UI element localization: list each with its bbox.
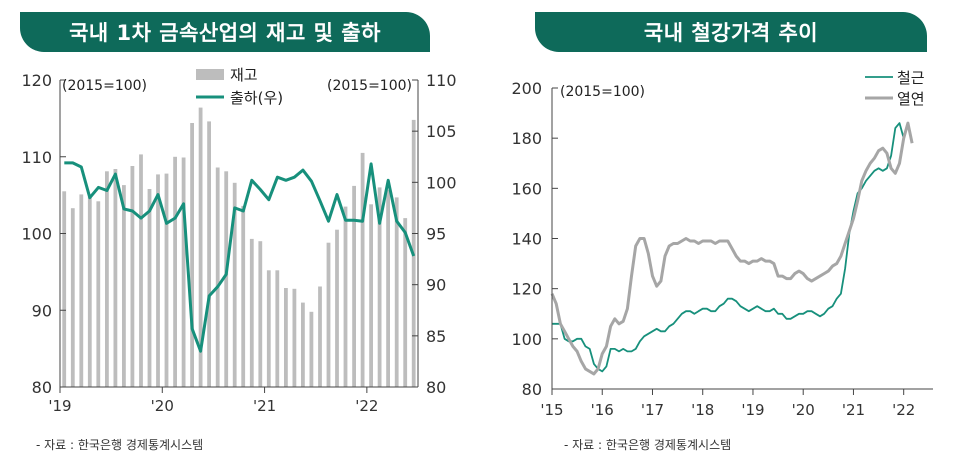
steel-y-tick-label: 200 bbox=[511, 79, 542, 98]
right-y-tick-label: 95 bbox=[426, 225, 446, 244]
steel-x-tick-label: '22 bbox=[892, 401, 915, 419]
inventory-bar bbox=[369, 204, 373, 387]
left-chart-title: 국내 1차 금속산업의 재고 및 출하 bbox=[20, 12, 430, 52]
inventory-bar bbox=[258, 241, 263, 387]
right-chart-title: 국내 철강가격 추이 bbox=[535, 12, 927, 52]
steel-price-panel: 국내 철강가격 추이 80 100 120 140 160 180 200 '15 '16 '17… bbox=[480, 0, 960, 462]
inventory-bar bbox=[96, 201, 101, 387]
legend-label-inventory: 재고 bbox=[230, 66, 258, 84]
steel-y-tick-label: 180 bbox=[511, 129, 542, 148]
inventory-bar bbox=[249, 238, 254, 387]
inventory-bar bbox=[164, 173, 169, 387]
inventory-bar bbox=[87, 196, 92, 387]
steel-y-tick-label: 140 bbox=[511, 230, 542, 249]
right-y-tick-label: 110 bbox=[426, 71, 457, 90]
left-y-tick-label: 110 bbox=[21, 148, 52, 167]
inventory-bar bbox=[105, 171, 109, 387]
inventory-bar bbox=[198, 107, 203, 387]
inventory-bar bbox=[284, 288, 288, 387]
inventory-bar bbox=[292, 288, 297, 387]
inventory-bar bbox=[266, 270, 271, 387]
steel-x-tick-label: '21 bbox=[842, 401, 865, 419]
inventory-bar bbox=[241, 205, 246, 387]
inventory-bar bbox=[394, 197, 399, 387]
inventory-bar bbox=[232, 182, 237, 387]
hot-rolled-price-line bbox=[550, 121, 914, 376]
inventory-bar bbox=[181, 157, 186, 387]
left-unit-label: (2015=100) bbox=[62, 78, 147, 94]
legend-label-shipment: 출하(우) bbox=[230, 89, 283, 107]
right-source-note: - 자료 : 한국은행 경제통계시스템 bbox=[564, 438, 732, 452]
inventory-bar bbox=[122, 185, 126, 387]
inventory-bar bbox=[113, 169, 118, 387]
steel-unit-label: (2015=100) bbox=[560, 84, 645, 100]
inventory-bar bbox=[173, 156, 177, 388]
x-tick-label: '21 bbox=[253, 397, 276, 415]
right-y-tick-label: 105 bbox=[426, 122, 457, 141]
inventory-bar bbox=[224, 171, 229, 387]
left-y-tick-label: 80 bbox=[32, 378, 52, 397]
steel-y-tick-label: 120 bbox=[511, 280, 542, 299]
right-y-tick-label: 85 bbox=[426, 327, 446, 346]
right-y-tick-label: 90 bbox=[426, 276, 446, 295]
steel-x-tick-label: '15 bbox=[540, 401, 563, 419]
inventory-bar bbox=[403, 218, 408, 387]
shipment-line bbox=[64, 161, 416, 353]
inventory-shipment-panel: 국내 1차 금속산업의 재고 및 출하 80 90 100 110 120 80 85 90 9… bbox=[20, 12, 457, 452]
inventory-bar bbox=[335, 229, 339, 387]
inventory-bar bbox=[139, 154, 143, 387]
inventory-bar bbox=[130, 166, 135, 387]
inventory-bar bbox=[318, 286, 322, 387]
inventory-bar bbox=[386, 189, 390, 387]
right-unit-label: (2015=100) bbox=[327, 78, 412, 94]
left-source-note: - 자료 : 한국은행 경제통계시스템 bbox=[36, 438, 204, 452]
inventory-bar bbox=[377, 187, 382, 387]
left-y-tick-label: 120 bbox=[21, 71, 52, 90]
inventory-bar bbox=[309, 311, 314, 387]
inventory-bar bbox=[79, 194, 84, 387]
steel-price-chart: 80 100 120 140 160 180 200 '15 '16 '17 '18 '19 '20 '2… bbox=[511, 69, 933, 419]
inventory-bar bbox=[352, 185, 356, 387]
rebar-price-line bbox=[552, 122, 905, 373]
inventory-bar bbox=[343, 206, 348, 387]
inventory-bar bbox=[301, 302, 305, 387]
legend-label-hot-rolled: 열연 bbox=[897, 90, 925, 108]
inventory-bar bbox=[207, 121, 211, 388]
x-tick-label: '22 bbox=[355, 397, 378, 415]
left-y-tick-label: 100 bbox=[21, 225, 52, 244]
steel-x-tick-label: '18 bbox=[691, 401, 714, 419]
inventory-shipment-chart: 80 90 100 110 120 80 85 90 95 100 105 110 '19 '20 '21 '… bbox=[21, 66, 457, 415]
right-y-tick-label: 80 bbox=[426, 378, 446, 397]
x-tick-label: '20 bbox=[151, 397, 174, 415]
right-y-tick-label: 100 bbox=[426, 173, 457, 192]
inventory-bar bbox=[156, 174, 160, 387]
steel-y-tick-label: 80 bbox=[522, 380, 542, 399]
inventory-bar bbox=[326, 242, 331, 387]
steel-x-tick-label: '19 bbox=[741, 401, 764, 419]
inventory-bar bbox=[70, 208, 75, 387]
steel-x-tick-label: '17 bbox=[641, 401, 664, 419]
legend-label-rebar: 철근 bbox=[897, 69, 925, 87]
x-tick-label: '19 bbox=[48, 397, 71, 415]
legend-swatch-inventory bbox=[196, 69, 224, 80]
steel-y-tick-label: 100 bbox=[511, 330, 542, 349]
steel-y-tick-label: 160 bbox=[511, 179, 542, 198]
inventory-bar bbox=[215, 167, 220, 387]
steel-x-tick-label: '20 bbox=[792, 401, 815, 419]
inventory-bar bbox=[360, 152, 365, 387]
inventory-bar bbox=[62, 191, 67, 387]
left-y-tick-label: 90 bbox=[32, 301, 52, 320]
steel-x-tick-label: '16 bbox=[591, 401, 614, 419]
inventory-bar bbox=[147, 189, 152, 387]
inventory-bar bbox=[190, 123, 194, 387]
inventory-bar bbox=[275, 270, 280, 387]
